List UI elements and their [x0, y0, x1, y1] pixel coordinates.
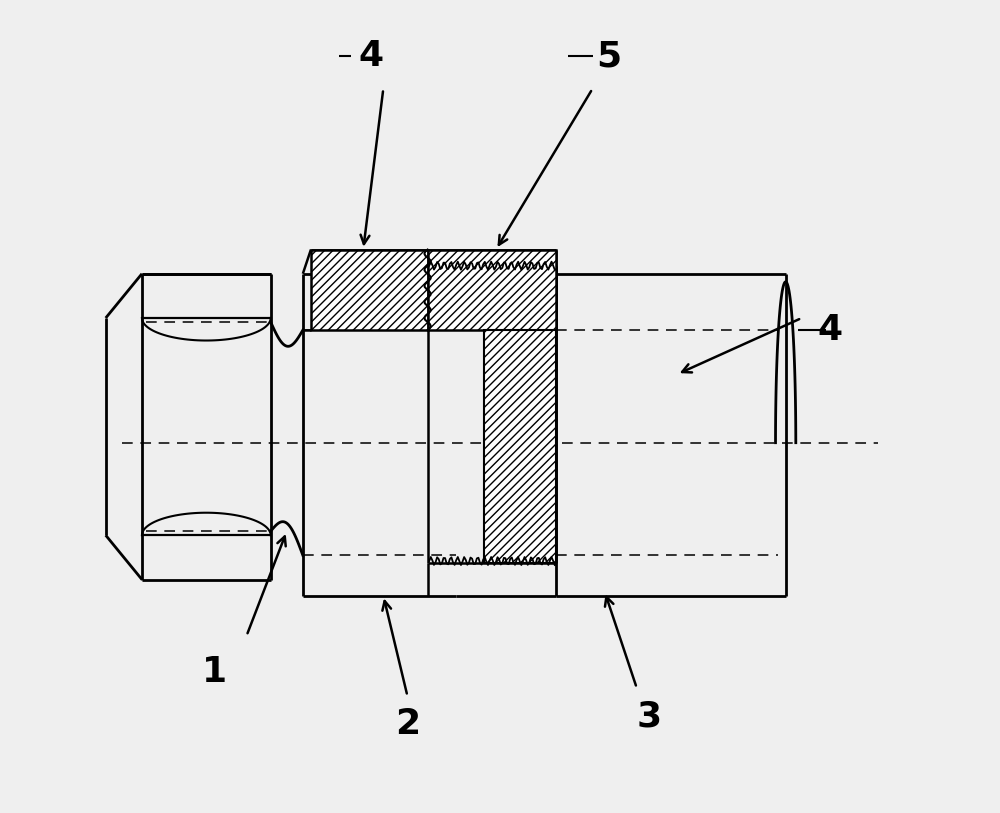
- Bar: [428, 250, 556, 330]
- Text: 4: 4: [817, 313, 842, 347]
- Text: 5: 5: [596, 40, 621, 73]
- Text: 2: 2: [395, 707, 420, 741]
- Text: 3: 3: [636, 699, 661, 733]
- Text: 1: 1: [202, 655, 227, 689]
- Text: 4: 4: [359, 40, 384, 73]
- Bar: [311, 250, 428, 330]
- Bar: [484, 330, 556, 563]
